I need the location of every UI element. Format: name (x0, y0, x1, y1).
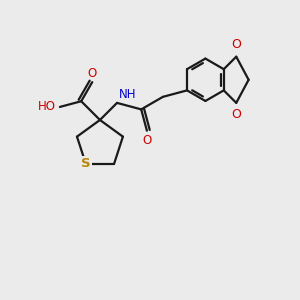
Text: O: O (231, 38, 241, 51)
Text: O: O (88, 67, 97, 80)
Text: S: S (81, 157, 91, 170)
Text: HO: HO (38, 100, 56, 113)
Text: NH: NH (119, 88, 137, 100)
Text: O: O (231, 108, 241, 121)
Text: O: O (142, 134, 152, 147)
